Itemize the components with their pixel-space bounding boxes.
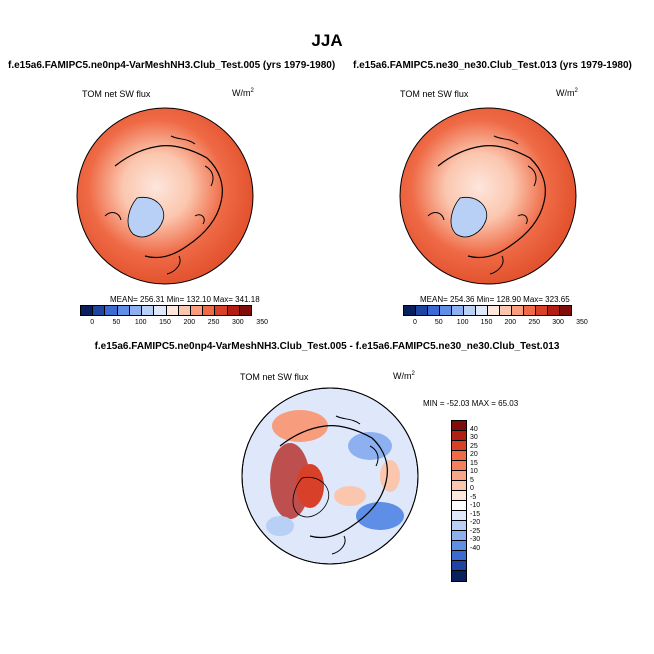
left-variable-label: TOM net SW flux <box>82 89 151 99</box>
colorbar-swatch <box>452 451 466 461</box>
colorbar-tick-label: 250 <box>207 319 220 326</box>
colorbar-tick-label: 150 <box>159 319 171 326</box>
colorbar-tick-label: 50 <box>434 319 443 326</box>
colorbar-tick-label: -10 <box>470 502 481 509</box>
right-panel-title: f.e15a6.FAMIPC5.ne30_ne30.Club_Test.013 … <box>353 60 632 71</box>
colorbar-tick-label: 20 <box>470 451 478 458</box>
colorbar-swatch <box>536 306 548 315</box>
colorbar-swatch <box>452 521 466 531</box>
colorbar-tick-label: 300 <box>232 319 244 326</box>
colorbar-swatch <box>190 306 204 315</box>
colorbar-tick-label: 40 <box>470 425 478 433</box>
left-units-label: W/m2 <box>232 88 254 98</box>
left-panel-title: f.e15a6.FAMIPC5.ne0np4-VarMeshNH3.Club_T… <box>8 60 336 71</box>
colorbar-swatch <box>476 306 488 315</box>
colorbar-swatch <box>452 491 466 501</box>
colorbar-tick-label: 250 <box>528 319 541 326</box>
colorbar-tick-label: 10 <box>470 468 478 475</box>
colorbar-swatch <box>524 306 536 315</box>
colorbar-swatch <box>452 511 466 521</box>
colorbar-tick-label: -30 <box>470 536 481 543</box>
colorbar-tick-label: 200 <box>183 319 196 326</box>
colorbar-swatch <box>452 421 466 431</box>
colorbar-tick-label: -25 <box>470 527 481 535</box>
left-stats: MEAN= 256.31 Min= 132.10 Max= 341.18 <box>110 295 260 304</box>
right-colorbar <box>403 305 572 316</box>
colorbar-swatch <box>440 306 452 315</box>
colorbar-swatch <box>227 306 240 315</box>
diff-minmax: MIN = -52.03 MAX = 65.03 <box>423 399 519 408</box>
colorbar-swatch <box>178 306 191 315</box>
colorbar-tick-label: 0 <box>470 485 474 492</box>
colorbar-swatch <box>452 531 466 541</box>
colorbar-swatch <box>452 551 466 561</box>
colorbar-swatch <box>452 481 466 491</box>
right-variable-label: TOM net SW flux <box>400 89 469 99</box>
colorbar-tick-label: 25 <box>470 442 478 450</box>
colorbar-swatch <box>93 306 106 315</box>
colorbar-swatch <box>512 306 524 315</box>
colorbar-swatch <box>239 306 252 315</box>
colorbar-swatch <box>81 306 94 315</box>
colorbar-swatch <box>452 541 466 551</box>
colorbar-swatch <box>500 306 512 315</box>
colorbar-tick-label: 0 <box>90 319 95 326</box>
colorbar-tick-label: -20 <box>470 519 481 526</box>
colorbar-swatch <box>452 561 466 571</box>
colorbar-tick-label: 200 <box>504 319 517 326</box>
diff-units-label: W/m2 <box>393 371 415 381</box>
colorbar-swatch <box>488 306 500 315</box>
colorbar-tick-label: 100 <box>456 319 469 326</box>
colorbar-tick-label: 30 <box>470 434 478 441</box>
colorbar-tick-label: 150 <box>480 319 493 326</box>
colorbar-swatch <box>117 306 130 315</box>
left-polar-map <box>76 107 254 285</box>
colorbar-swatch <box>215 306 228 315</box>
colorbar-swatch <box>452 441 466 451</box>
difference-panel-title: f.e15a6.FAMIPC5.ne0np4-VarMeshNH3.Club_T… <box>94 341 560 352</box>
colorbar-swatch <box>154 306 167 315</box>
colorbar-tick-label: -5 <box>470 493 477 501</box>
colorbar-swatch <box>452 501 466 511</box>
colorbar-swatch <box>560 306 571 315</box>
right-stats: MEAN= 254.36 Min= 128.90 Max= 323.65 <box>420 295 570 304</box>
colorbar-swatch <box>452 571 466 581</box>
colorbar-swatch <box>142 306 155 315</box>
colorbar-tick-label: 350 <box>576 319 588 326</box>
colorbar-swatch <box>428 306 440 315</box>
diff-variable-label: TOM net SW flux <box>240 372 309 382</box>
colorbar-tick-label: -15 <box>470 510 481 518</box>
colorbar-tick-label: 0 <box>412 319 417 326</box>
colorbar-tick-label: 5 <box>470 476 474 484</box>
colorbar-swatch <box>166 306 179 315</box>
colorbar-swatch <box>416 306 428 315</box>
figure-title: JJA <box>311 31 343 50</box>
colorbar-swatch <box>203 306 216 315</box>
colorbar-tick-label: 15 <box>470 459 478 467</box>
colorbar-swatch <box>548 306 560 315</box>
difference-polar-map <box>241 387 419 565</box>
colorbar-tick-label: 350 <box>256 319 268 326</box>
colorbar-swatch <box>452 461 466 471</box>
colorbar-tick-label: 100 <box>134 319 147 326</box>
colorbar-swatch <box>404 306 416 315</box>
left-colorbar <box>80 305 252 316</box>
colorbar-swatch <box>129 306 143 315</box>
colorbar-swatch <box>452 306 464 315</box>
right-units-label: W/m2 <box>556 88 578 98</box>
colorbar-tick-label: 50 <box>112 319 121 326</box>
colorbar-swatch <box>452 471 466 481</box>
colorbar-tick-label: -40 <box>470 544 481 552</box>
colorbar-swatch <box>105 306 118 315</box>
colorbar-swatch <box>464 306 476 315</box>
right-polar-map <box>399 107 577 285</box>
colorbar-tick-label: 300 <box>552 319 564 326</box>
diff-colorbar <box>451 420 467 582</box>
colorbar-swatch <box>452 431 466 441</box>
